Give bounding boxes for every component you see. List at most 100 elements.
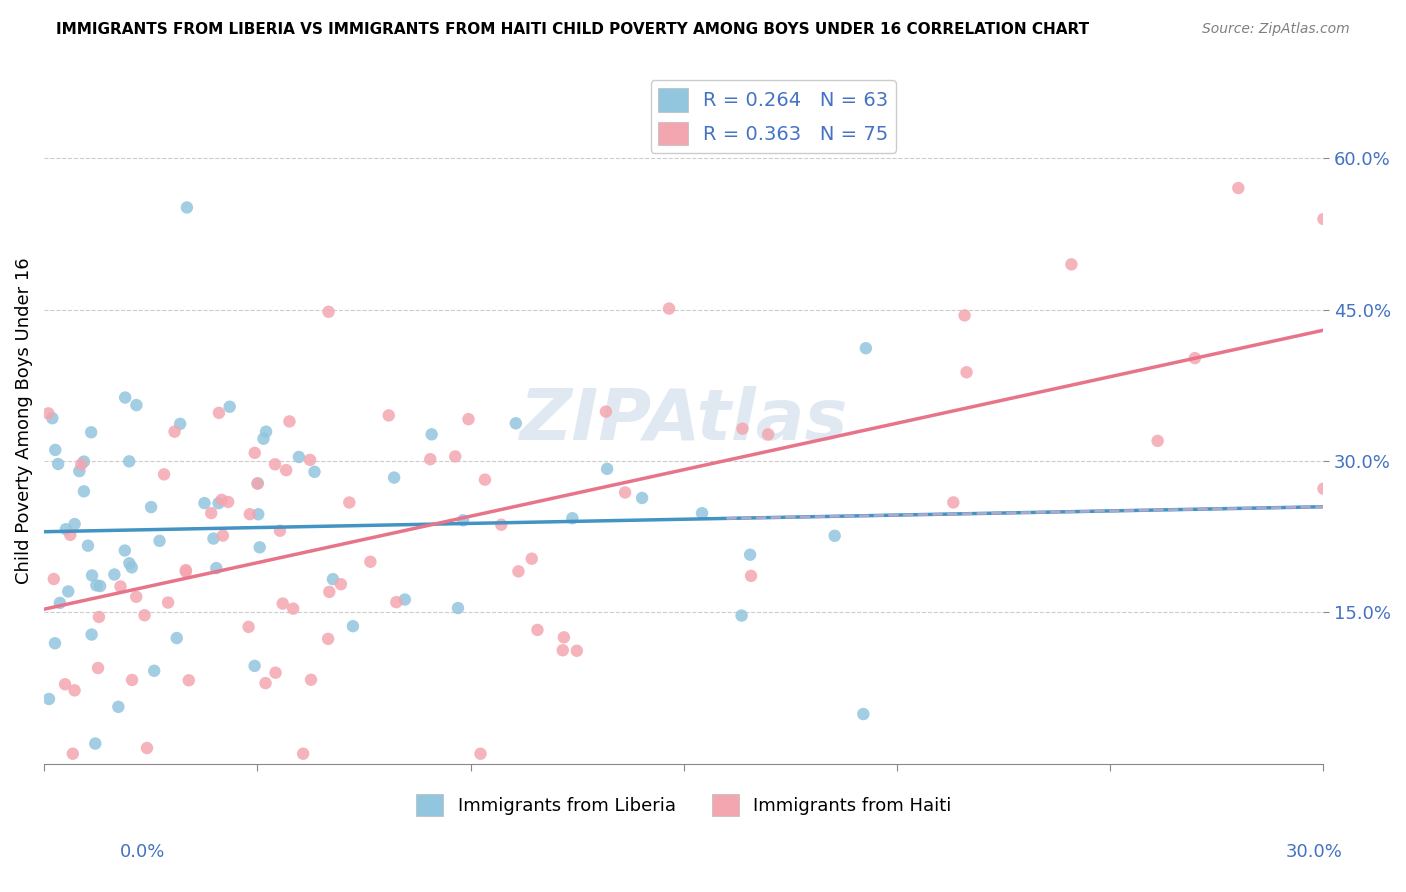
Point [278, 414, 301, 428]
Point [114, 543, 136, 558]
Point [756, 427, 779, 442]
Text: IMMIGRANTS FROM LIBERIA VS IMMIGRANTS FROM HAITI CHILD POVERTY AMONG BOYS UNDER : IMMIGRANTS FROM LIBERIA VS IMMIGRANTS FR… [56, 22, 1090, 37]
Point [730, 608, 752, 623]
Point [304, 465, 326, 479]
Point [86, 578, 108, 592]
Point [561, 511, 583, 525]
Point [53, 677, 76, 691]
Point [200, 506, 222, 520]
Point [121, 560, 143, 574]
Point [382, 470, 405, 484]
Point [394, 592, 416, 607]
Point [252, 432, 274, 446]
Point [208, 406, 231, 420]
Point [139, 500, 162, 515]
Point [73, 484, 96, 499]
Point [283, 601, 305, 615]
Point [658, 301, 681, 316]
Point [520, 551, 543, 566]
Point [470, 747, 492, 761]
Point [852, 707, 875, 722]
Point [70, 458, 93, 472]
Point [217, 495, 239, 509]
Point [1312, 482, 1334, 496]
Point [177, 673, 200, 688]
Point [246, 476, 269, 491]
Point [125, 590, 148, 604]
Point [80, 627, 103, 641]
Point [526, 623, 548, 637]
Point [143, 664, 166, 678]
Point [46, 457, 69, 471]
Point [457, 412, 479, 426]
Point [451, 513, 474, 527]
Point [318, 305, 340, 319]
Point [595, 404, 617, 418]
Point [299, 453, 322, 467]
Point [329, 577, 352, 591]
Point [631, 491, 654, 505]
Point [249, 541, 271, 555]
Point [246, 476, 269, 491]
Point [89, 579, 111, 593]
Point [205, 561, 228, 575]
Point [855, 341, 877, 355]
Point [243, 446, 266, 460]
Point [44, 636, 66, 650]
Text: 30.0%: 30.0% [1286, 843, 1343, 861]
Point [740, 548, 762, 562]
Point [114, 391, 136, 405]
Point [136, 741, 159, 756]
Point [505, 417, 527, 431]
Point [1312, 212, 1334, 227]
Legend: Immigrants from Liberia, Immigrants from Haiti: Immigrants from Liberia, Immigrants from… [409, 787, 959, 823]
Point [218, 400, 240, 414]
Point [118, 556, 141, 570]
Point [59, 528, 82, 542]
Point [953, 309, 976, 323]
Point [316, 632, 339, 646]
Text: Source: ZipAtlas.com: Source: ZipAtlas.com [1202, 22, 1350, 37]
Point [239, 507, 262, 521]
Point [193, 496, 215, 510]
Point [42, 572, 65, 586]
Point [62, 747, 84, 761]
Point [247, 508, 270, 522]
Point [420, 427, 443, 442]
Point [49, 596, 72, 610]
Point [318, 585, 340, 599]
Point [174, 563, 197, 577]
Point [41, 411, 63, 425]
Text: 0.0%: 0.0% [120, 843, 165, 861]
Point [243, 659, 266, 673]
Text: ZIPAtlas: ZIPAtlas [520, 386, 848, 455]
Point [121, 673, 143, 687]
Point [614, 485, 637, 500]
Point [63, 517, 86, 532]
Point [359, 555, 381, 569]
Point [276, 463, 298, 477]
Point [207, 496, 229, 510]
Point [269, 524, 291, 538]
Point [342, 619, 364, 633]
Point [596, 462, 619, 476]
Point [118, 454, 141, 468]
Point [271, 597, 294, 611]
Point [211, 492, 233, 507]
Point [690, 506, 713, 520]
Point [166, 631, 188, 645]
Point [238, 620, 260, 634]
Point [337, 495, 360, 509]
Point [942, 495, 965, 509]
Point [740, 569, 762, 583]
Point [202, 532, 225, 546]
Point [1146, 434, 1168, 448]
Point [474, 473, 496, 487]
Point [63, 683, 86, 698]
Point [565, 644, 588, 658]
Point [385, 595, 408, 609]
Point [955, 365, 977, 379]
Point [55, 522, 77, 536]
Point [103, 567, 125, 582]
Point [288, 450, 311, 464]
